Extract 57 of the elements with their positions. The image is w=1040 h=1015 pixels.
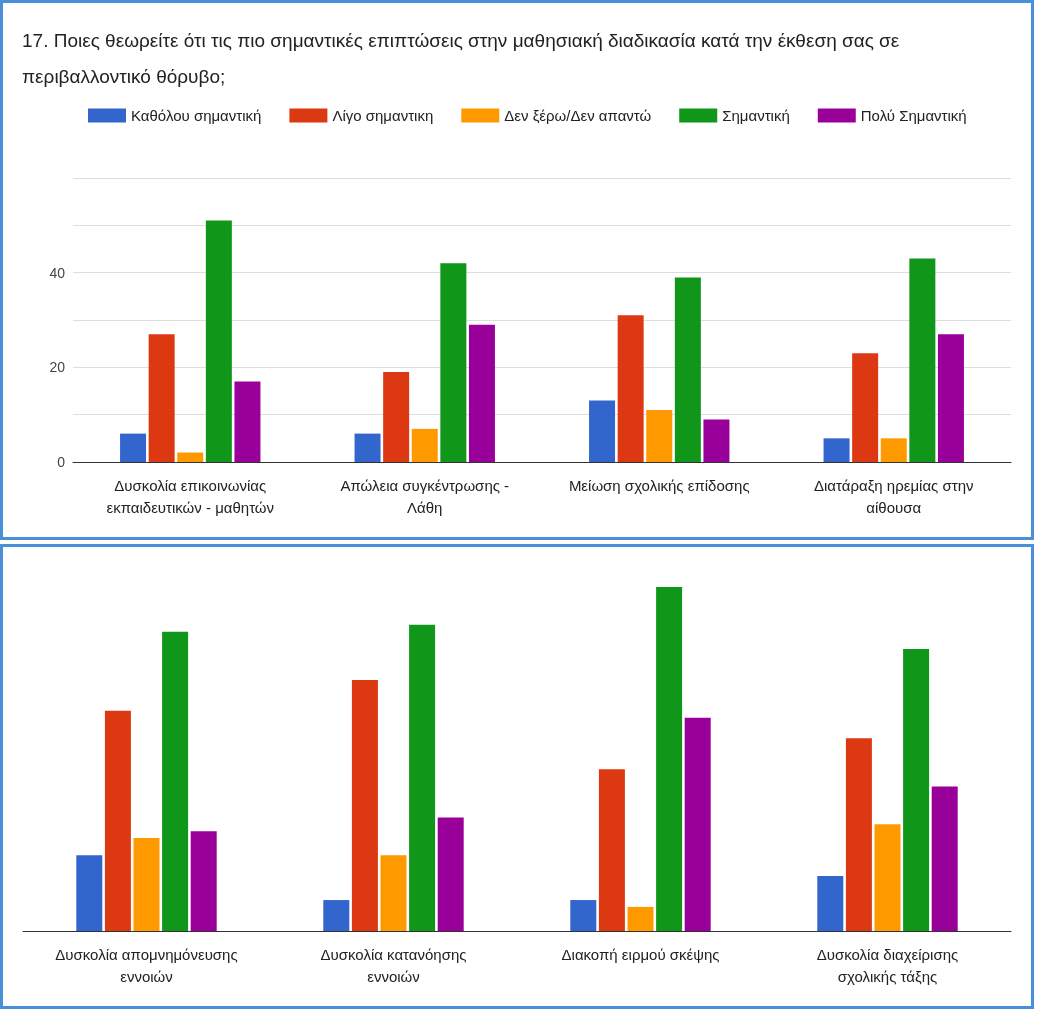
bar [589,400,616,462]
bar [880,438,907,462]
bar [162,631,189,931]
legend-label: Καθόλου σημαντική [131,107,262,124]
y-tick-label: 40 [49,264,66,281]
bar [627,906,654,931]
bar [909,258,936,462]
legend-label: Δεν ξέρω/Δεν απαντώ [504,107,652,124]
legend-label: Σημαντική [722,107,790,124]
bar [380,855,407,931]
x-tick-label: Απώλεια συγκέντρωσης - Λάθη [340,476,510,516]
y-tick-label: 0 [57,454,66,470]
bar [411,428,438,462]
bar [674,277,701,462]
x-tick-label: Δυσκολία απομνημόνευσης εννοιών [55,945,238,985]
bar [409,624,436,931]
bar [120,433,147,462]
bar [323,900,350,931]
bar [205,220,232,462]
bar [703,419,730,462]
bar [817,875,844,931]
bar [468,324,495,462]
bar [351,679,378,931]
bar [570,900,597,931]
bar [76,855,103,931]
x-tick-label: Διατάραξη ηρεμίας στην αίθουσα [814,476,974,516]
bar [133,838,160,931]
x-tick-label: Μείωση σχολικής επίδοσης [568,476,750,494]
x-tick-label: Δυσκολία επικοινωνίας εκπαιδευτικών - μαθητών [106,476,275,516]
y-tick-label: 20 [49,359,66,376]
bar [646,409,673,462]
bar [903,648,930,931]
legend-label: Λίγο σημαντικη [332,107,434,124]
x-tick-label: Διακοπή ειρμού σκέψης [561,945,720,963]
bar [234,381,261,462]
bar [104,710,131,931]
bar [440,263,467,462]
bar [684,717,711,931]
x-tick-label: Δυσκολία κατανόησης εννοιών [320,945,467,985]
bar [598,769,625,931]
bar [190,831,217,931]
bar [354,433,381,462]
bar [874,824,901,931]
bar [148,334,175,462]
bar [177,452,204,462]
bar [845,738,872,931]
bar [852,353,879,462]
bar [931,786,958,931]
legend-label: Πολύ Σημαντική [860,107,967,124]
bar [937,334,964,462]
bar [823,438,850,462]
chart-title: 17. Ποιες θεωρείτε ότι τις πιο σημαντικές επιπτώσεις στην μαθησιακή διαδικασία κατά την έκθεση σας σε περιβαλλοντικό θόρυβο; [22,29,900,87]
x-tick-label: Δυσκολία διαχείρισης σχολικής τάξης [816,945,959,985]
bar [656,587,683,931]
bar [383,372,410,462]
bar [437,817,464,931]
bar [617,315,644,462]
